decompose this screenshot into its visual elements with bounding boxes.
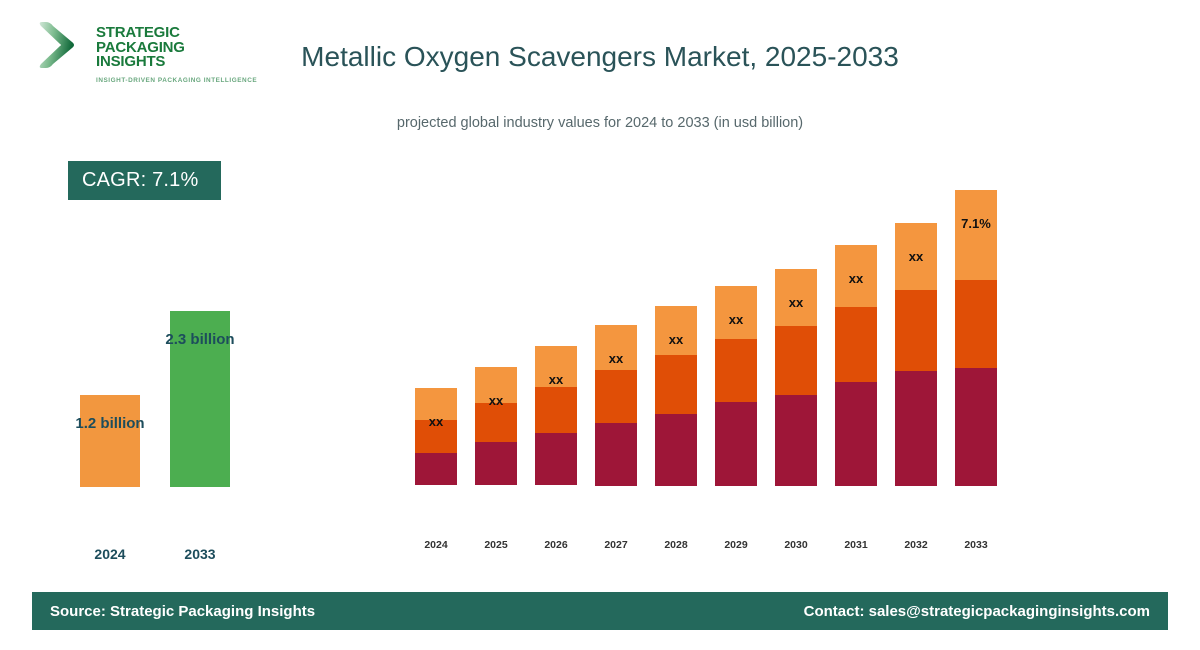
- logo-line-2: PACKAGING INSIGHTS: [96, 38, 185, 70]
- stacked-segment-segment-middle-2024: [415, 420, 457, 453]
- stacked-segment-segment-middle-2033: [955, 280, 997, 368]
- stacked-forecast-chart: xx 2024 xx 2025 xx 2026 xx 2027 xx 2028 xx 2029 xx 20…: [400, 0, 1020, 600]
- stacked-segment-segment-middle-2030: [775, 326, 817, 395]
- stacked-bar-label-2026: xx: [548, 372, 564, 387]
- stacked-bar-2024: [415, 388, 457, 485]
- stacked-bar-2029: [715, 286, 757, 486]
- stacked-segment-segment-middle-2026: [535, 387, 577, 433]
- stacked-bar-label-2027: xx: [608, 351, 624, 366]
- mini-bar-2033: [170, 311, 230, 487]
- stacked-segment-segment-bottom-2028: [655, 414, 697, 486]
- stacked-segment-segment-top-2028: [655, 306, 697, 355]
- logo-tagline: INSIGHT-DRIVEN PACKAGING INTELLIGENCE: [96, 76, 258, 84]
- footer-contact: Contact: sales@strategicpackaginginsight…: [803, 602, 1150, 620]
- stacked-bar-2031: [835, 245, 877, 486]
- stacked-segment-segment-top-2031: [835, 245, 877, 307]
- stacked-bar-year-2029: 2029: [724, 539, 748, 551]
- stacked-bar-2027: [595, 325, 637, 486]
- company-logo: STRATEGIC PACKAGING INSIGHTS INSIGHT-DRI…: [30, 14, 257, 84]
- logo-line-1: STRATEGIC: [96, 24, 180, 41]
- stacked-segment-segment-bottom-2031: [835, 382, 877, 486]
- stacked-segment-segment-bottom-2026: [535, 433, 577, 485]
- stacked-bar-year-2025: 2025: [484, 539, 508, 551]
- stacked-segment-segment-top-2029: [715, 286, 757, 339]
- stacked-bar-2032: [895, 223, 937, 486]
- logo-wordmark: STRATEGIC PACKAGING INSIGHTS INSIGHT-DRI…: [96, 24, 258, 84]
- stacked-bar-year-2028: 2028: [664, 539, 688, 551]
- mini-bar-year-2033: 2033: [184, 546, 216, 562]
- stacked-bar-label-2033: 7.1%: [961, 216, 991, 231]
- mini-bar-year-2024: 2024: [94, 546, 126, 562]
- mini-bar-2024: [80, 395, 140, 487]
- stacked-bar-2026: [535, 346, 577, 485]
- footer-source: Source: Strategic Packaging Insights: [50, 602, 316, 620]
- stacked-segment-segment-bottom-2025: [475, 442, 517, 485]
- stacked-segment-segment-top-2024: [415, 388, 457, 420]
- stacked-segment-segment-top-2025: [475, 367, 517, 403]
- stacked-segment-segment-middle-2027: [595, 370, 637, 423]
- stacked-segment-segment-top-2033: [955, 190, 997, 280]
- chevron-right-logo-icon: [34, 16, 92, 74]
- stacked-segment-segment-middle-2029: [715, 339, 757, 402]
- stacked-bar-label-2029: xx: [728, 312, 744, 327]
- stacked-bar-label-2025: xx: [488, 393, 504, 408]
- stacked-bar-2033: [955, 190, 997, 486]
- stacked-segment-segment-middle-2028: [655, 355, 697, 414]
- stacked-segment-segment-bottom-2027: [595, 423, 637, 486]
- cagr-badge: CAGR: 7.1%: [68, 161, 221, 200]
- stacked-segment-segment-middle-2032: [895, 290, 937, 371]
- stacked-bar-year-2031: 2031: [844, 539, 868, 551]
- cagr-badge-label: CAGR: 7.1%: [82, 169, 199, 191]
- stacked-segment-segment-top-2027: [595, 325, 637, 370]
- page-subtitle: projected global industry values for 202…: [396, 115, 804, 131]
- page-title: Metallic Oxygen Scavengers Market, 2025-…: [301, 41, 899, 72]
- stacked-bar-label-2032: xx: [908, 249, 924, 264]
- stacked-bar-label-2030: xx: [788, 295, 804, 310]
- stacked-bar-2028: [655, 306, 697, 486]
- endpoint-comparison-chart: 1.2 billion 2024 2.3 billion 2033: [0, 0, 300, 600]
- footer-bar: Source: Strategic Packaging Insights Con…: [32, 592, 1168, 630]
- mini-bar-value-2024: 1.2 billion: [75, 415, 145, 432]
- stacked-segment-segment-top-2026: [535, 346, 577, 387]
- stacked-bar-label-2031: xx: [848, 271, 864, 286]
- stacked-segment-segment-middle-2031: [835, 307, 877, 382]
- stacked-bar-2030: [775, 269, 817, 486]
- stacked-bar-label-2028: xx: [668, 332, 684, 347]
- stacked-segment-segment-bottom-2024: [415, 453, 457, 485]
- stacked-segment-segment-bottom-2029: [715, 402, 757, 486]
- stacked-bar-year-2026: 2026: [544, 539, 568, 551]
- stacked-segment-segment-bottom-2030: [775, 395, 817, 486]
- stacked-bar-year-2030: 2030: [784, 539, 808, 551]
- stacked-segment-segment-top-2032: [895, 223, 937, 290]
- stacked-bar-2025: [475, 367, 517, 485]
- stacked-segment-segment-top-2030: [775, 269, 817, 326]
- stacked-bar-label-2024: xx: [428, 414, 444, 429]
- stacked-bar-year-2033: 2033: [964, 539, 988, 551]
- stacked-bar-year-2024: 2024: [424, 539, 448, 551]
- stacked-segment-segment-bottom-2033: [955, 368, 997, 486]
- stacked-segment-segment-bottom-2032: [895, 371, 937, 486]
- stacked-bar-year-2027: 2027: [604, 539, 628, 551]
- stacked-bar-year-2032: 2032: [904, 539, 928, 551]
- stacked-segment-segment-middle-2025: [475, 403, 517, 442]
- mini-bar-value-2033: 2.3 billion: [165, 331, 235, 348]
